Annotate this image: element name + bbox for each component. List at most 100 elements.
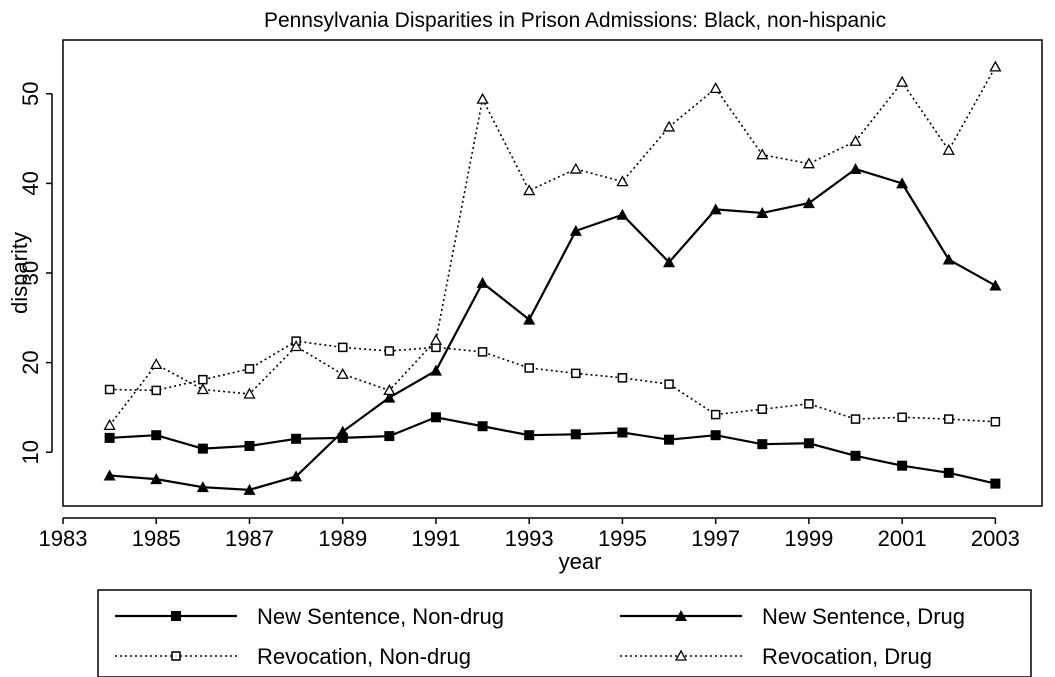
data-point: [337, 342, 348, 353]
data-point: [476, 276, 489, 288]
data-point: [617, 427, 628, 438]
data-point: [383, 384, 396, 396]
data-point: [150, 473, 163, 485]
data-point: [383, 391, 396, 403]
legend-label: Revocation, Drug: [762, 644, 932, 669]
legend-box: [97, 589, 1032, 677]
x-tick-label: 2003: [971, 526, 1020, 551]
x-axis: 1983 1985 1987 1989 1991 1993 1995 1997 1999 2001…: [39, 517, 1020, 551]
data-point: [477, 421, 488, 432]
data-point: [524, 363, 534, 373]
plot-area: [62, 39, 1043, 507]
y-axis-title: disparity: [7, 232, 32, 314]
data-point: [756, 206, 769, 218]
data-point: [849, 163, 862, 175]
data-point: [151, 430, 162, 441]
data-point: [429, 333, 443, 345]
data-point: [523, 313, 536, 325]
data-point: [990, 417, 1001, 427]
legend-label: New Sentence, Non-drug: [257, 604, 504, 629]
data-point: [291, 433, 302, 444]
data-point: [897, 460, 908, 471]
data-point: [198, 374, 208, 385]
data-point: [710, 430, 721, 441]
series-line: [109, 340, 996, 423]
data-point: [664, 379, 674, 389]
data-point: [944, 414, 954, 424]
x-tick-label: 1991: [411, 526, 460, 551]
data-point: [103, 419, 116, 430]
data-point: [709, 82, 722, 94]
data-point: [942, 143, 955, 155]
data-point: [196, 481, 209, 493]
data-point: [569, 224, 582, 236]
legend-item: New Sentence, Drug: [620, 604, 965, 629]
data-point: [104, 432, 115, 443]
data-point: [244, 440, 255, 451]
x-tick-label: 1999: [784, 526, 833, 551]
data-point: [710, 409, 721, 420]
data-point: [569, 162, 582, 174]
data-point: [429, 364, 442, 376]
y-tick-label: 30: [18, 261, 43, 285]
y-tick-label: 50: [18, 82, 43, 106]
data-point: [290, 470, 303, 482]
legend-item: New Sentence, Non-drug: [115, 604, 504, 629]
data-point: [756, 148, 769, 160]
series-4: [103, 60, 1002, 430]
legend-marker: [675, 610, 687, 621]
y-tick-label: 40: [18, 171, 43, 195]
x-tick-label: 1995: [598, 526, 647, 551]
data-point: [802, 157, 816, 169]
legend-label: Revocation, Non-drug: [257, 644, 471, 669]
data-point: [850, 450, 861, 461]
data-point: [336, 425, 349, 437]
data-point: [430, 412, 441, 423]
x-axis-title: year: [559, 549, 602, 574]
data-point: [616, 208, 629, 220]
data-point: [804, 399, 814, 409]
data-point: [104, 384, 115, 395]
y-tick-label: 10: [18, 440, 43, 464]
data-point: [989, 60, 1002, 72]
data-point: [617, 373, 628, 383]
data-point: [802, 197, 815, 209]
data-point: [150, 358, 163, 370]
legend-label: New Sentence, Drug: [762, 604, 965, 629]
series-line: [108, 66, 997, 426]
data-point: [384, 431, 395, 442]
legend-marker: [171, 651, 181, 661]
data-point: [103, 469, 116, 481]
data-point: [942, 253, 955, 265]
series-line: [109, 416, 996, 485]
data-point: [757, 404, 768, 414]
data-point: [943, 467, 954, 478]
data-point: [336, 367, 349, 379]
data-point: [662, 120, 676, 132]
data-point: [197, 443, 208, 454]
data-point: [664, 434, 675, 445]
x-tick-label: 1987: [225, 526, 274, 551]
data-point: [243, 483, 256, 495]
data-point: [151, 385, 161, 396]
data-point: [663, 256, 676, 268]
legend-item: Revocation, Drug: [620, 644, 932, 669]
series-3: [104, 336, 1001, 427]
data-point: [849, 134, 862, 146]
data-point: [709, 203, 722, 215]
data-point: [896, 177, 909, 189]
data-point: [337, 432, 348, 443]
chart-title: Pennsylvania Disparities in Prison Admis…: [264, 9, 886, 32]
data-point: [244, 364, 255, 374]
y-axis: 10 20 30 40 50: [18, 82, 53, 464]
x-tick-label: 1989: [318, 526, 367, 551]
x-tick-label: 2001: [878, 526, 927, 551]
legend-item: Revocation, Non-drug: [115, 644, 471, 669]
data-point: [896, 75, 909, 87]
x-tick-label: 1983: [39, 526, 88, 551]
data-point: [289, 340, 303, 352]
data-point: [524, 430, 535, 441]
data-point: [523, 184, 536, 196]
data-point: [803, 438, 814, 449]
